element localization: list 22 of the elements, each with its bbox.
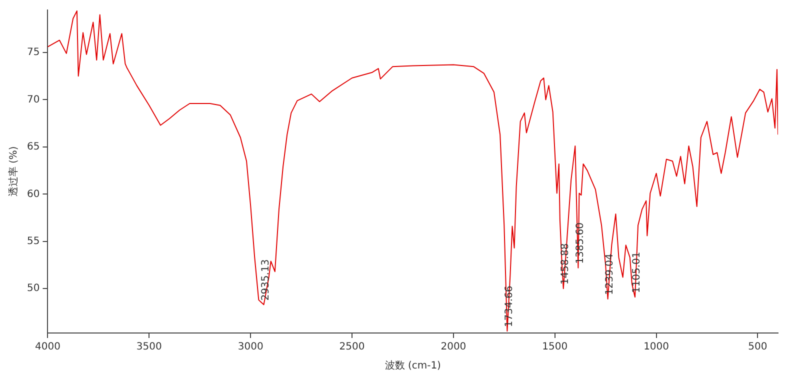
x-tick-label: 4000	[35, 342, 60, 353]
annotation: 1458.88	[560, 243, 571, 285]
annotation: 1734.66	[504, 286, 515, 328]
x-tick-label: 3500	[136, 342, 162, 353]
annotation: 1105.01	[632, 252, 643, 294]
x-axis-title: 波数 (cm-1)	[384, 360, 442, 372]
y-tick-label: 65	[26, 142, 40, 153]
y-tick-label: 50	[26, 283, 40, 294]
y-tick-label: 55	[26, 236, 40, 247]
y-tick-label: 75	[26, 47, 40, 58]
annotation: 1385.60	[574, 222, 586, 264]
x-tick-label: 2000	[440, 342, 466, 353]
x-tick-label: 3000	[238, 342, 264, 353]
x-tick-label: 1500	[542, 342, 568, 353]
annotation: 2935.13	[260, 259, 272, 301]
y-axis-title: 透过率 (%)	[8, 146, 20, 197]
y-tick-label: 70	[26, 94, 40, 106]
x-tick-label: 2500	[339, 342, 365, 353]
annotation: 1239.04	[604, 254, 616, 295]
x-tick-label: 500	[748, 342, 768, 353]
x-tick-label: 1000	[644, 342, 670, 353]
y-tick-label: 60	[26, 188, 40, 200]
